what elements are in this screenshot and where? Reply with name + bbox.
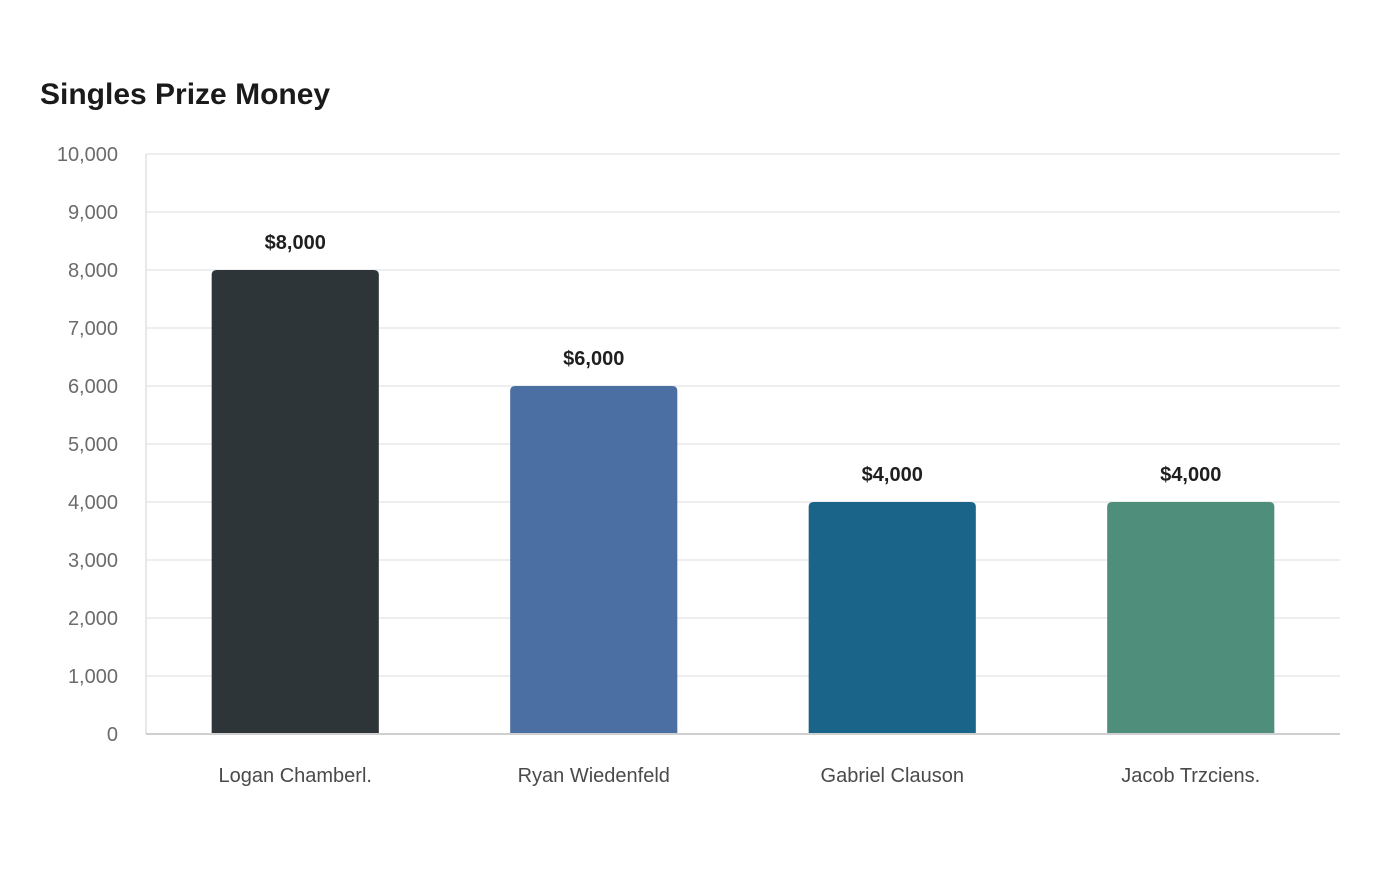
bar [808,502,976,734]
x-category-label: Logan Chamberl. [219,765,372,787]
bar [510,386,678,734]
chart-title: Singles Prize Money [40,78,331,111]
y-tick-label: 4,000 [68,492,118,514]
y-tick-label: 5,000 [68,434,118,456]
y-tick-label: 9,000 [68,202,118,224]
y-tick-label: 2,000 [68,608,118,630]
y-tick-label: 0 [107,724,118,746]
axes [145,154,1340,735]
x-axis-labels: Logan Chamberl. Ryan Wiedenfeld Gabriel Cl… [219,765,1261,787]
bar-value-label: $8,000 [265,232,326,254]
y-tick-label: 3,000 [68,550,118,572]
bar-value-label: $6,000 [563,348,624,370]
x-category-label: Jacob Trzciens. [1121,765,1260,787]
y-tick-label: 1,000 [68,666,118,688]
bar [1107,502,1275,734]
bar [211,270,379,734]
x-category-label: Ryan Wiedenfeld [518,765,670,787]
bars [211,270,1275,734]
data-labels: $8,000 $6,000 $4,000 $4,000 [265,232,1222,486]
x-category-label: Gabriel Clauson [821,765,964,787]
bar-value-label: $4,000 [862,464,923,486]
y-tick-label: 10,000 [57,144,118,166]
y-tick-label: 8,000 [68,260,118,282]
y-axis-ticks: 0 1,000 2,000 3,000 4,000 5,000 6,000 7,000 8,00… [57,144,118,746]
bar-value-label: $4,000 [1160,464,1221,486]
y-tick-label: 6,000 [68,376,118,398]
y-tick-label: 7,000 [68,318,118,340]
